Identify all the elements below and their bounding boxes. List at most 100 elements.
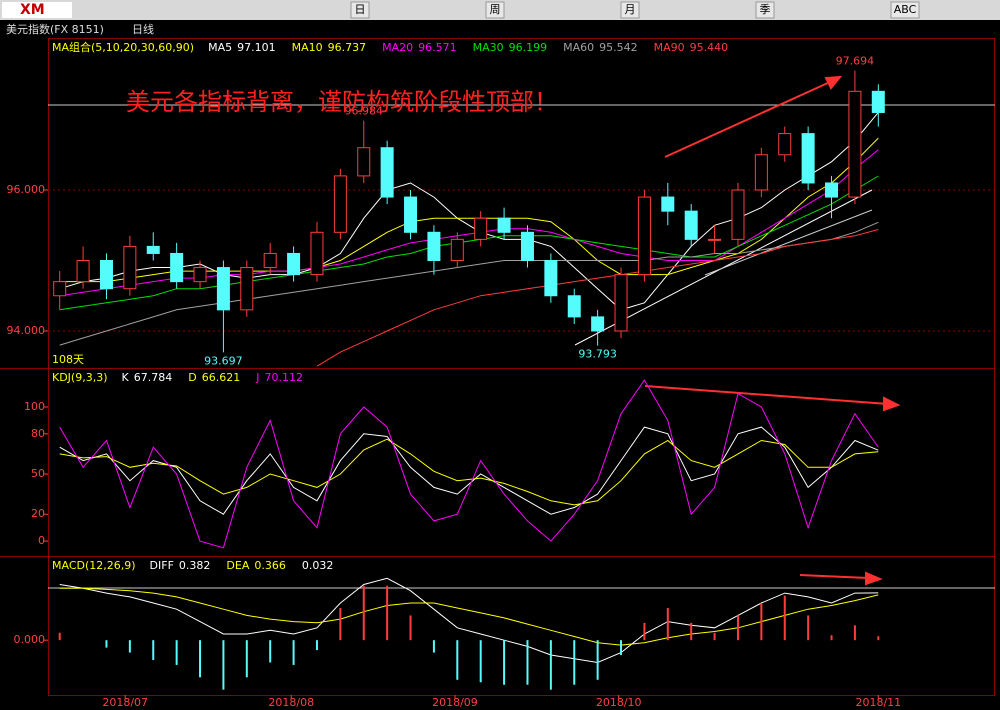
candle-body	[99, 259, 113, 290]
y-tick-label: 80	[31, 427, 45, 440]
y-tick-label: 0	[38, 534, 45, 547]
candle-body	[263, 252, 277, 269]
x-tick-label: 2018/08	[268, 696, 314, 709]
period-tab[interactable]: 日线	[132, 22, 154, 36]
candle-body	[216, 267, 230, 311]
y-tick-label: 50	[31, 467, 45, 480]
x-tick-label: 2018/09	[432, 696, 478, 709]
candle-body	[661, 196, 675, 212]
legend-name: D	[188, 371, 196, 384]
candle-body	[123, 245, 137, 290]
legend-value: 0.032	[302, 559, 334, 572]
candle-body	[544, 259, 558, 297]
legend-value: 95.440	[690, 41, 729, 54]
x-tick-label: 2018/11	[855, 696, 901, 709]
candle-body	[53, 281, 67, 297]
candle-body	[684, 210, 698, 240]
toolbar-label[interactable]: 日	[355, 3, 366, 16]
symbol-tab[interactable]: 美元指数(FX 8151)	[6, 22, 104, 36]
toolbar-buttons: 日 周 月 季 ABC	[350, 1, 920, 19]
candle-body	[427, 231, 441, 261]
legend-value: 96.199	[509, 41, 548, 54]
candle-body	[357, 147, 371, 177]
toolbar-button[interactable]	[485, 1, 505, 19]
legend-name: MA60	[563, 41, 594, 54]
logo: XM	[20, 2, 45, 18]
candle-body	[450, 238, 464, 261]
toolbar-label[interactable]: 周	[490, 3, 501, 16]
series-line	[59, 221, 879, 346]
series-line	[59, 438, 879, 506]
x-tick-label: 2018/10	[596, 696, 642, 709]
x-tick-label: 2018/07	[102, 696, 148, 709]
toolbar-button[interactable]	[890, 1, 920, 19]
candle-body	[404, 196, 418, 233]
series-line	[59, 426, 879, 515]
legend-name: MA90	[654, 41, 685, 54]
candle-body	[591, 316, 605, 332]
y-tick-label: 20	[31, 507, 45, 520]
toolbar-button[interactable]	[755, 1, 775, 19]
candle-body	[520, 231, 534, 261]
toolbar-label[interactable]: 月	[625, 3, 636, 16]
tab-row	[0, 20, 1000, 38]
toolbar-label[interactable]: 季	[760, 3, 771, 16]
series-line	[59, 175, 879, 311]
annotation: 美元各指标背离，谨防构筑阶段性顶部！	[126, 88, 558, 116]
arrows	[644, 75, 901, 586]
series-line	[59, 577, 879, 664]
legend-title: MACD(12,26,9)	[52, 559, 136, 572]
legend-title: KDJ(9,3,3)	[52, 371, 108, 384]
candle-body	[474, 217, 488, 240]
candle-body	[287, 252, 301, 276]
candle-body	[708, 238, 722, 241]
series-line	[59, 587, 879, 646]
logo-box	[2, 2, 72, 18]
candle-body	[754, 154, 768, 191]
legend-value: 67.784	[134, 371, 173, 384]
y-tick-label: 100	[24, 400, 45, 413]
price-label: 93.793	[578, 348, 617, 361]
candle-body	[146, 245, 160, 254]
legend-name: DEA	[226, 559, 249, 572]
legend-value: 0.382	[179, 559, 211, 572]
series-line	[59, 379, 879, 549]
legend-name: MA30	[473, 41, 504, 54]
price-label: 96.984	[345, 105, 384, 118]
toolbar-label[interactable]: ABC	[894, 3, 917, 16]
frame	[0, 38, 995, 696]
candle-body	[567, 295, 581, 318]
legend-value: 70.112	[264, 371, 303, 384]
candle-body	[240, 267, 254, 311]
candle-body	[871, 90, 885, 113]
legend-name: MA5	[208, 41, 232, 54]
toolbar-button[interactable]	[620, 1, 640, 19]
series-line	[316, 229, 879, 367]
legend-value: 66.621	[202, 371, 241, 384]
legend-name: MA10	[292, 41, 323, 54]
legend-value: 96.571	[418, 41, 457, 54]
legend-value: 97.101	[237, 41, 276, 54]
candle-body	[778, 133, 792, 156]
note: 108天	[52, 353, 84, 366]
toolbar-button[interactable]	[350, 1, 370, 19]
candle-body	[848, 90, 862, 198]
legend-value: 95.542	[599, 41, 638, 54]
legend-value: 96.737	[328, 41, 367, 54]
candle-body	[801, 133, 815, 184]
candle-body	[380, 147, 394, 198]
legend-name: DIFF	[150, 559, 174, 572]
candle-body	[614, 274, 628, 332]
candle-body	[825, 182, 839, 198]
legend-name: K	[122, 371, 130, 384]
candle-body	[310, 231, 324, 276]
legend-name: J	[255, 371, 259, 384]
y-tick-label: 0.000	[14, 633, 46, 646]
legend-value: 0.366	[254, 559, 286, 572]
y-tick-label: 96.000	[7, 183, 46, 196]
candle-body	[76, 259, 90, 283]
candle-body	[170, 252, 184, 283]
legend-title: MA组合(5,10,20,30,60,90)	[52, 40, 194, 54]
candle-body	[497, 217, 511, 233]
